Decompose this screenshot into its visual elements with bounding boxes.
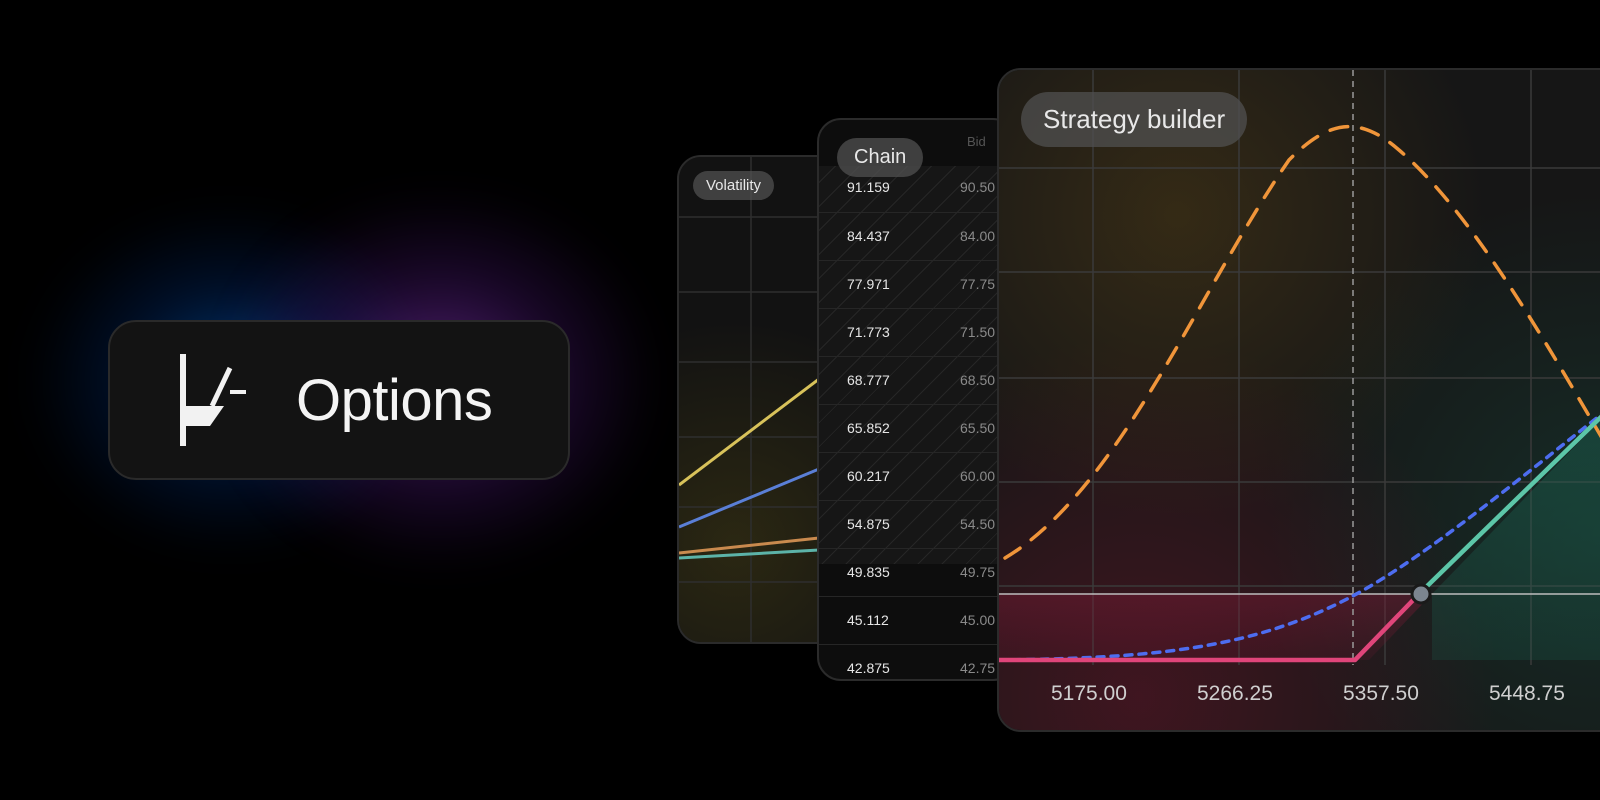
chain-bid-value: 42.75 bbox=[960, 660, 996, 676]
chain-strike-value: 91.159 bbox=[847, 179, 890, 195]
chain-row[interactable]: 77.971 77.75 bbox=[819, 260, 1015, 308]
options-badge[interactable]: Options bbox=[108, 320, 570, 480]
vol-line-orange bbox=[679, 536, 820, 555]
chain-strike-value: 60.217 bbox=[847, 468, 890, 484]
chain-strike-value: 65.852 bbox=[847, 420, 890, 436]
chain-row[interactable]: 42.875 42.75 bbox=[819, 644, 1015, 679]
chain-strike-value: 42.875 bbox=[847, 660, 890, 676]
strategy-builder-label: Strategy builder bbox=[1021, 92, 1248, 147]
chain-row[interactable]: 65.852 65.50 bbox=[819, 404, 1015, 452]
chain-row[interactable]: 45.112 45.00 bbox=[819, 596, 1015, 644]
badge-label: Options bbox=[296, 368, 493, 433]
chain-row[interactable]: 84.437 84.00 bbox=[819, 212, 1015, 260]
x-tick-label: 5357.50 bbox=[1343, 682, 1419, 705]
loss-area bbox=[999, 594, 1432, 660]
chain-strike-value: 77.971 bbox=[847, 276, 890, 292]
chain-card[interactable]: Bid 91.159 90.50 84.437 84.00 77.971 77.75 71.… bbox=[817, 118, 1017, 681]
payoff-loss-line bbox=[999, 592, 1421, 663]
break-even-point bbox=[1410, 583, 1432, 605]
chain-strike-value: 71.773 bbox=[847, 324, 890, 340]
expected-payoff-curve bbox=[999, 413, 1600, 662]
chain-row[interactable]: 49.835 49.75 bbox=[819, 548, 1015, 596]
vol-line-teal bbox=[679, 548, 820, 560]
probability-curve bbox=[1003, 124, 1600, 560]
chain-row[interactable]: 60.217 60.00 bbox=[819, 452, 1015, 500]
strategy-payoff-chart bbox=[999, 70, 1600, 665]
chain-row[interactable]: 68.777 68.50 bbox=[819, 356, 1015, 404]
chain-strike-value: 45.112 bbox=[847, 612, 889, 628]
chain-strike-value: 68.777 bbox=[847, 372, 890, 388]
chain-bid-value: 90.50 bbox=[960, 179, 996, 195]
chain-bid-value: 84.00 bbox=[960, 228, 996, 244]
chain-bid-value: 71.50 bbox=[960, 324, 996, 340]
chain-bid-value: 45.00 bbox=[960, 612, 996, 628]
chain-bid-header: Bid bbox=[967, 134, 986, 149]
volatility-chart bbox=[679, 157, 865, 642]
x-tick-label: 5175.00 bbox=[1051, 682, 1127, 705]
chain-strike-value: 49.835 bbox=[847, 564, 890, 580]
x-tick-label: 5448.75 bbox=[1489, 682, 1565, 705]
strategy-builder-card[interactable]: Strategy builder 5175.00 5266.25 5357.50… bbox=[997, 68, 1600, 732]
chain-bid-value: 49.75 bbox=[960, 564, 996, 580]
chain-bid-value: 54.50 bbox=[960, 516, 996, 532]
vol-line-blue bbox=[679, 467, 820, 529]
chain-bid-value: 77.75 bbox=[960, 276, 996, 292]
chain-label: Chain bbox=[837, 138, 924, 177]
chain-bid-value: 65.50 bbox=[960, 420, 996, 436]
chain-row[interactable]: 54.875 54.50 bbox=[819, 500, 1015, 548]
chain-itm-hatch bbox=[819, 166, 1015, 564]
chain-bid-value: 68.50 bbox=[960, 372, 996, 388]
payoff-profit-line bbox=[1417, 414, 1600, 596]
volatility-label: Volatility bbox=[693, 171, 775, 200]
options-logo-icon bbox=[180, 354, 246, 446]
profit-area bbox=[1432, 420, 1600, 660]
chain-row[interactable]: 91.159 90.50 bbox=[819, 164, 1015, 212]
chain-row[interactable]: 71.773 71.50 bbox=[819, 308, 1015, 356]
x-tick-label: 5266.25 bbox=[1197, 682, 1273, 705]
chain-strike-value: 54.875 bbox=[847, 516, 890, 532]
vol-line-yellow bbox=[679, 377, 820, 487]
chain-bid-value: 60.00 bbox=[960, 468, 996, 484]
chain-strike-value: 84.437 bbox=[847, 228, 890, 244]
